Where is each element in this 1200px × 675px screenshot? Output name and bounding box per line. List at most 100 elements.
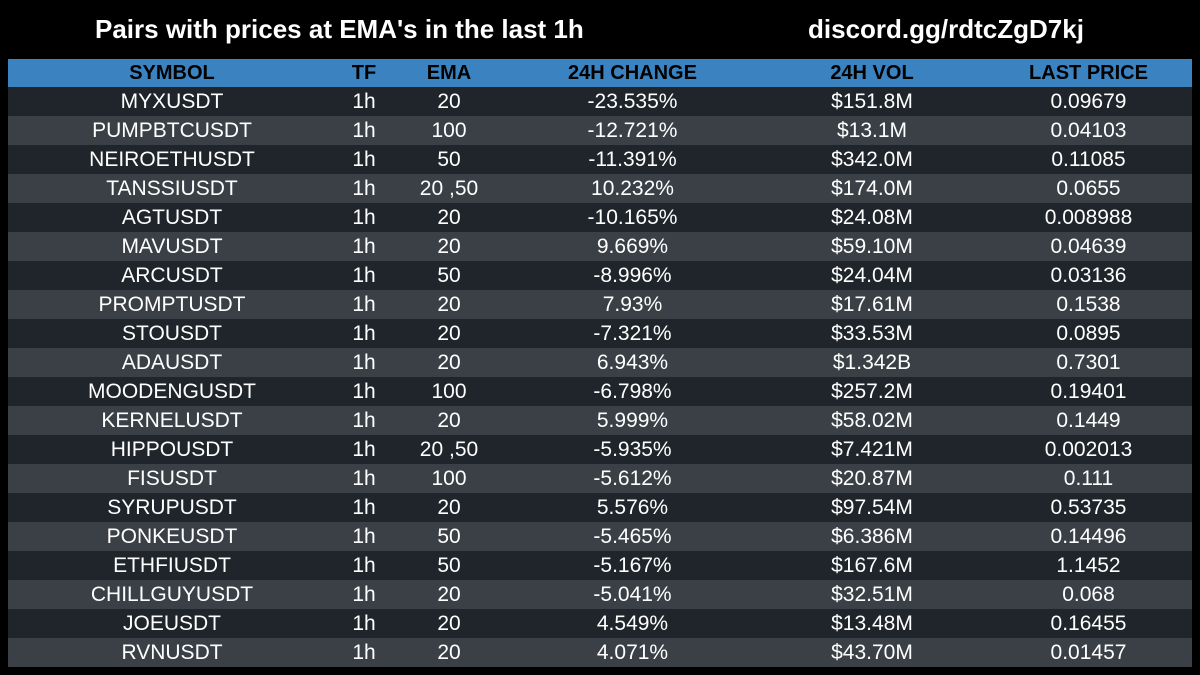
volume-cell: $13.1M — [836, 118, 908, 142]
ema-cell: 50 — [437, 263, 461, 287]
symbol-cell: JOEUSDT — [122, 611, 221, 635]
change-cell: -7.321% — [593, 321, 672, 345]
ema-cell: 20 — [437, 292, 461, 316]
symbol-cell: RVNUSDT — [121, 640, 223, 664]
change-cell: -11.391% — [588, 147, 677, 171]
ema-cell: 20 — [437, 582, 461, 606]
table-row[interactable]: MYXUSDT 1h 20 -23.535% $151.8M 0.09679 — [8, 87, 1192, 116]
table-row[interactable]: MAVUSDT 1h 20 9.669% $59.10M 0.04639 — [8, 232, 1192, 261]
ema-cell: 20 — [437, 321, 461, 345]
table-row[interactable]: JOEUSDT 1h 20 4.549% $13.48M 0.16455 — [8, 609, 1192, 638]
volume-cell: $43.70M — [831, 640, 913, 664]
tf-cell: 1h — [352, 321, 376, 345]
price-cell: 0.0895 — [1056, 321, 1121, 345]
tf-cell: 1h — [352, 495, 376, 519]
tf-cell: 1h — [352, 263, 376, 287]
symbol-cell: HIPPOUSDT — [110, 437, 234, 461]
volume-cell: $7.421M — [831, 437, 913, 461]
volume-cell: $97.54M — [831, 495, 913, 519]
table-row[interactable]: TANSSIUSDT 1h 20 ,50 10.232% $174.0M 0.0655 — [8, 174, 1192, 203]
change-cell: 7.93% — [602, 292, 663, 316]
tf-cell: 1h — [352, 640, 376, 664]
symbol-cell: STOUSDT — [122, 321, 222, 345]
tf-cell: 1h — [352, 89, 376, 113]
column-header-ema[interactable]: EMA — [426, 61, 472, 84]
ema-cell: 20 — [437, 495, 461, 519]
tf-cell: 1h — [352, 292, 376, 316]
change-cell: -12.721% — [587, 118, 678, 142]
volume-cell: $1.342B — [832, 350, 912, 374]
price-cell: 0.1538 — [1056, 292, 1121, 316]
tf-cell: 1h — [352, 611, 376, 635]
change-cell: 4.549% — [596, 611, 669, 635]
table-row[interactable]: PROMPTUSDT 1h 20 7.93% $17.61M 0.1538 — [8, 290, 1192, 319]
price-cell: 0.04103 — [1050, 118, 1127, 142]
table-row[interactable]: HIPPOUSDT 1h 20 ,50 -5.935% $7.421M 0.002013 — [8, 435, 1192, 464]
price-cell: 0.14496 — [1050, 524, 1127, 548]
table-row[interactable]: SYRUPUSDT 1h 20 5.576% $97.54M 0.53735 — [8, 493, 1192, 522]
change-cell: 5.999% — [596, 408, 669, 432]
change-cell: -5.041% — [593, 582, 672, 606]
change-cell: 4.071% — [596, 640, 669, 664]
volume-cell: $24.04M — [831, 263, 913, 287]
ema-cell: 20 — [437, 89, 461, 113]
table-row[interactable]: PONKEUSDT 1h 50 -5.465% $6.386M 0.14496 — [8, 522, 1192, 551]
tf-cell: 1h — [352, 582, 376, 606]
table-header-row: SYMBOL TF EMA 24H CHANGE 24H VOL LAST PR… — [8, 59, 1192, 87]
symbol-cell: MYXUSDT — [120, 89, 224, 113]
symbol-cell: MAVUSDT — [121, 234, 223, 258]
tf-cell: 1h — [352, 524, 376, 548]
volume-cell: $32.51M — [831, 582, 913, 606]
price-cell: 0.19401 — [1050, 379, 1127, 403]
volume-cell: $13.48M — [831, 611, 913, 635]
symbol-cell: PROMPTUSDT — [98, 292, 246, 316]
column-header-last-price[interactable]: LAST PRICE — [1029, 61, 1148, 84]
ema-cell: 50 — [437, 524, 461, 548]
change-cell: -5.465% — [593, 524, 672, 548]
tf-cell: 1h — [352, 379, 376, 403]
price-cell: 0.7301 — [1056, 350, 1121, 374]
table-row[interactable]: RVNUSDT 1h 20 4.071% $43.70M 0.01457 — [8, 638, 1192, 667]
table-row[interactable]: MOODENGUSDT 1h 100 -6.798% $257.2M 0.19401 — [8, 377, 1192, 406]
table-row[interactable]: CHILLGUYUSDT 1h 20 -5.041% $32.51M 0.068 — [8, 580, 1192, 609]
price-cell: 0.09679 — [1050, 89, 1127, 113]
tf-cell: 1h — [352, 553, 376, 577]
symbol-cell: NEIROETHUSDT — [89, 147, 255, 171]
column-header-24h-change[interactable]: 24H CHANGE — [568, 61, 697, 84]
ema-cell: 100 — [431, 466, 467, 490]
column-header-symbol[interactable]: SYMBOL — [129, 61, 215, 84]
page-title: Pairs with prices at EMA's in the last 1… — [95, 14, 584, 44]
table-row[interactable]: KERNELUSDT 1h 20 5.999% $58.02M 0.1449 — [8, 406, 1192, 435]
price-cell: 0.53735 — [1050, 495, 1127, 519]
tf-cell: 1h — [352, 408, 376, 432]
table-row[interactable]: ETHFIUSDT 1h 50 -5.167% $167.6M 1.1452 — [8, 551, 1192, 580]
price-cell: 0.008988 — [1044, 205, 1133, 229]
volume-cell: $174.0M — [831, 176, 913, 200]
ema-cell: 20 — [437, 408, 461, 432]
table-row[interactable]: NEIROETHUSDT 1h 50 -11.391% $342.0M 0.11085 — [8, 145, 1192, 174]
table-row[interactable]: ARCUSDT 1h 50 -8.996% $24.04M 0.03136 — [8, 261, 1192, 290]
column-header-tf[interactable]: TF — [351, 61, 377, 84]
discord-link[interactable]: discord.gg/rdtcZgD7kj — [808, 14, 1084, 44]
tf-cell: 1h — [352, 147, 376, 171]
table-row[interactable]: PUMPBTCUSDT 1h 100 -12.721% $13.1M 0.04103 — [8, 116, 1192, 145]
ema-cell: 20 — [437, 205, 461, 229]
ema-cell: 20 — [437, 350, 461, 374]
table-row[interactable]: ADAUSDT 1h 20 6.943% $1.342B 0.7301 — [8, 348, 1192, 377]
column-header-24h-vol[interactable]: 24H VOL — [830, 61, 914, 84]
ema-cell: 100 — [431, 379, 467, 403]
change-cell: 5.576% — [596, 495, 669, 519]
change-cell: -23.535% — [587, 89, 678, 113]
table-row[interactable]: AGTUSDT 1h 20 -10.165% $24.08M 0.008988 — [8, 203, 1192, 232]
change-cell: -5.935% — [593, 437, 672, 461]
price-cell: 0.11085 — [1051, 147, 1126, 171]
price-cell: 0.0655 — [1056, 176, 1121, 200]
volume-cell: $342.0M — [831, 147, 913, 171]
symbol-cell: KERNELUSDT — [101, 408, 243, 432]
table-row[interactable]: FISUSDT 1h 100 -5.612% $20.87M 0.111 — [8, 464, 1192, 493]
volume-cell: $59.10M — [831, 234, 913, 258]
table-row[interactable]: STOUSDT 1h 20 -7.321% $33.53M 0.0895 — [8, 319, 1192, 348]
price-cell: 0.1449 — [1056, 408, 1121, 432]
price-cell: 1.1452 — [1056, 553, 1121, 577]
volume-cell: $20.87M — [831, 466, 913, 490]
